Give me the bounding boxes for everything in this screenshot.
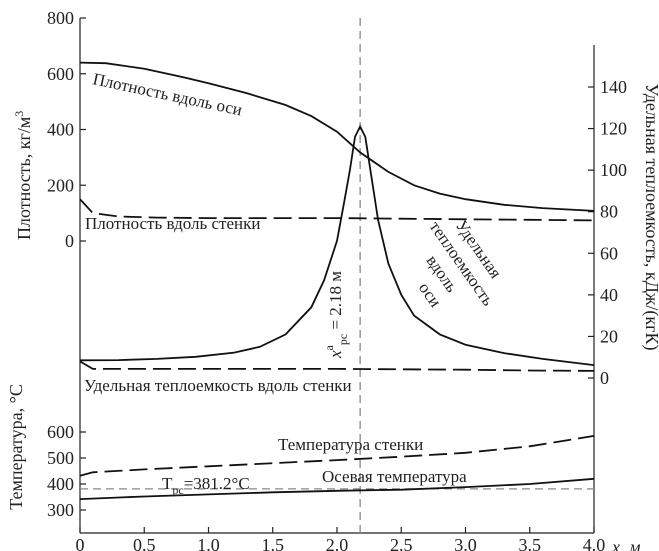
density-tick-label: 800 (47, 8, 74, 28)
density-wall-curve (79, 198, 595, 222)
temperature-tick-label: 400 (47, 474, 74, 494)
heat-capacity-tick-label: 140 (600, 77, 627, 97)
heat-capacity-tick-label: 100 (600, 160, 627, 180)
x-tick-label: 4.0 (583, 535, 606, 551)
x-tick-label: 2.0 (326, 535, 349, 551)
annotation-density-wall: Плотность вдоль стенки (85, 214, 260, 233)
x-pc-label: xapc = 2.18 м (322, 271, 350, 359)
heat-capacity-tick-label: 20 (600, 326, 618, 346)
heat-capacity-tick-label: 60 (600, 243, 618, 263)
series-group (79, 61, 595, 500)
density-tick-label: 400 (47, 120, 74, 140)
heat-capacity-tick-label: 80 (600, 202, 618, 222)
density-axis-label-sup: 3 (12, 111, 26, 117)
density-tick-label: 0 (65, 231, 74, 251)
heat-capacity-axis-curve (79, 124, 595, 366)
x-tick-label: 0.5 (133, 535, 156, 551)
temperature-axis-label: Температура, °C (6, 384, 26, 510)
annotation-t-axis: Осевая температура (322, 467, 467, 486)
x-tick-label: 3.5 (519, 535, 542, 551)
x-tick-label: 1.0 (197, 535, 220, 551)
annotation-cp-axis: Удельная теплоемкость вдоль оси (415, 216, 506, 310)
annotation-density-axis: Плотность вдоль оси (91, 69, 244, 119)
t-pc-label: Tpc=381.2°C (162, 474, 250, 497)
annotation-cp-wall: Удельная теплоемкость вдоль стенки (84, 376, 352, 395)
density-tick-label: 600 (47, 64, 74, 84)
heat-capacity-tick-label: 0 (600, 368, 609, 388)
density-axis-curve (79, 61, 595, 212)
axial-temperature-curve (79, 477, 595, 500)
heat-capacity-axis-label: Удельная теплоемкость, кДж/(кгК) (641, 84, 659, 351)
heat-capacity-tick-label: 40 (600, 285, 618, 305)
heat-capacity-wall-curve (79, 360, 595, 372)
wall-temperature-curve (79, 435, 595, 477)
x-tick-label: 0 (76, 535, 85, 551)
x-tick-label: 3.0 (454, 535, 477, 551)
temperature-tick-label: 600 (47, 422, 74, 442)
x-tick-label: 2.5 (390, 535, 413, 551)
x-axis-label: x, м (611, 537, 641, 551)
temperature-tick-label: 500 (47, 448, 74, 468)
x-tick-label: 1.5 (262, 535, 285, 551)
density-tick-label: 200 (47, 175, 74, 195)
tick-group: 0 0.5 1.0 1.5 2.0 2.5 3.0 3.5 4.0 0 200 400 600 800 0 2… (47, 8, 627, 551)
temperature-tick-label: 300 (47, 500, 74, 520)
annotation-t-wall: Температура стенки (278, 435, 423, 454)
density-axis-label: Плотность, кг/м3 (12, 111, 34, 240)
reference-lines (80, 18, 594, 533)
heat-capacity-tick-label: 120 (600, 119, 627, 139)
